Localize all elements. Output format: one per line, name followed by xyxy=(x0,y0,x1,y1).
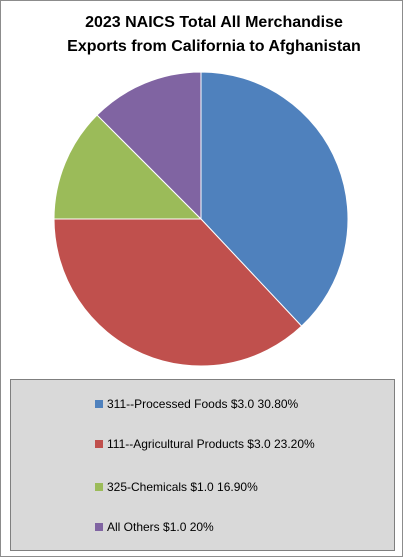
legend-label-chemicals: 325-Chemicals $1.0 16.90% xyxy=(107,480,258,494)
legend-label-agricultural-products: 111--Agricultural Products $3.0 23.20% xyxy=(107,437,315,451)
legend-item-all-others: All Others $1.0 20% xyxy=(95,519,214,535)
legend: 311--Processed Foods $3.0 30.80% 111--Ag… xyxy=(10,379,395,551)
legend-item-agricultural-products: 111--Agricultural Products $3.0 23.20% xyxy=(95,436,315,452)
legend-swatch-processed-foods xyxy=(95,400,103,408)
pie-slice-processed-foods xyxy=(200,71,349,327)
chart-title-line-2: Exports from California to Afghanistan xyxy=(67,38,361,55)
legend-item-processed-foods: 311--Processed Foods $3.0 30.80% xyxy=(95,396,298,412)
legend-label-processed-foods: 311--Processed Foods $3.0 30.80% xyxy=(107,397,299,411)
chart-title-line-1: 2023 NAICS Total All Merchandise xyxy=(85,14,343,31)
legend-label-all-others: All Others $1.0 20% xyxy=(107,520,214,534)
legend-swatch-agricultural-products xyxy=(95,440,103,448)
pie-slice-chemicals xyxy=(53,114,203,220)
legend-swatch-all-others xyxy=(95,523,103,531)
chart-title: 2023 NAICS Total All Merchandise Exports… xyxy=(31,11,397,59)
legend-item-chemicals: 325-Chemicals $1.0 16.90% xyxy=(95,479,258,495)
legend-swatch-chemicals xyxy=(95,483,103,491)
pie-chart xyxy=(53,71,349,367)
pie-slice-all-others xyxy=(96,71,202,221)
pie-slice-agricultural-products xyxy=(53,218,303,367)
